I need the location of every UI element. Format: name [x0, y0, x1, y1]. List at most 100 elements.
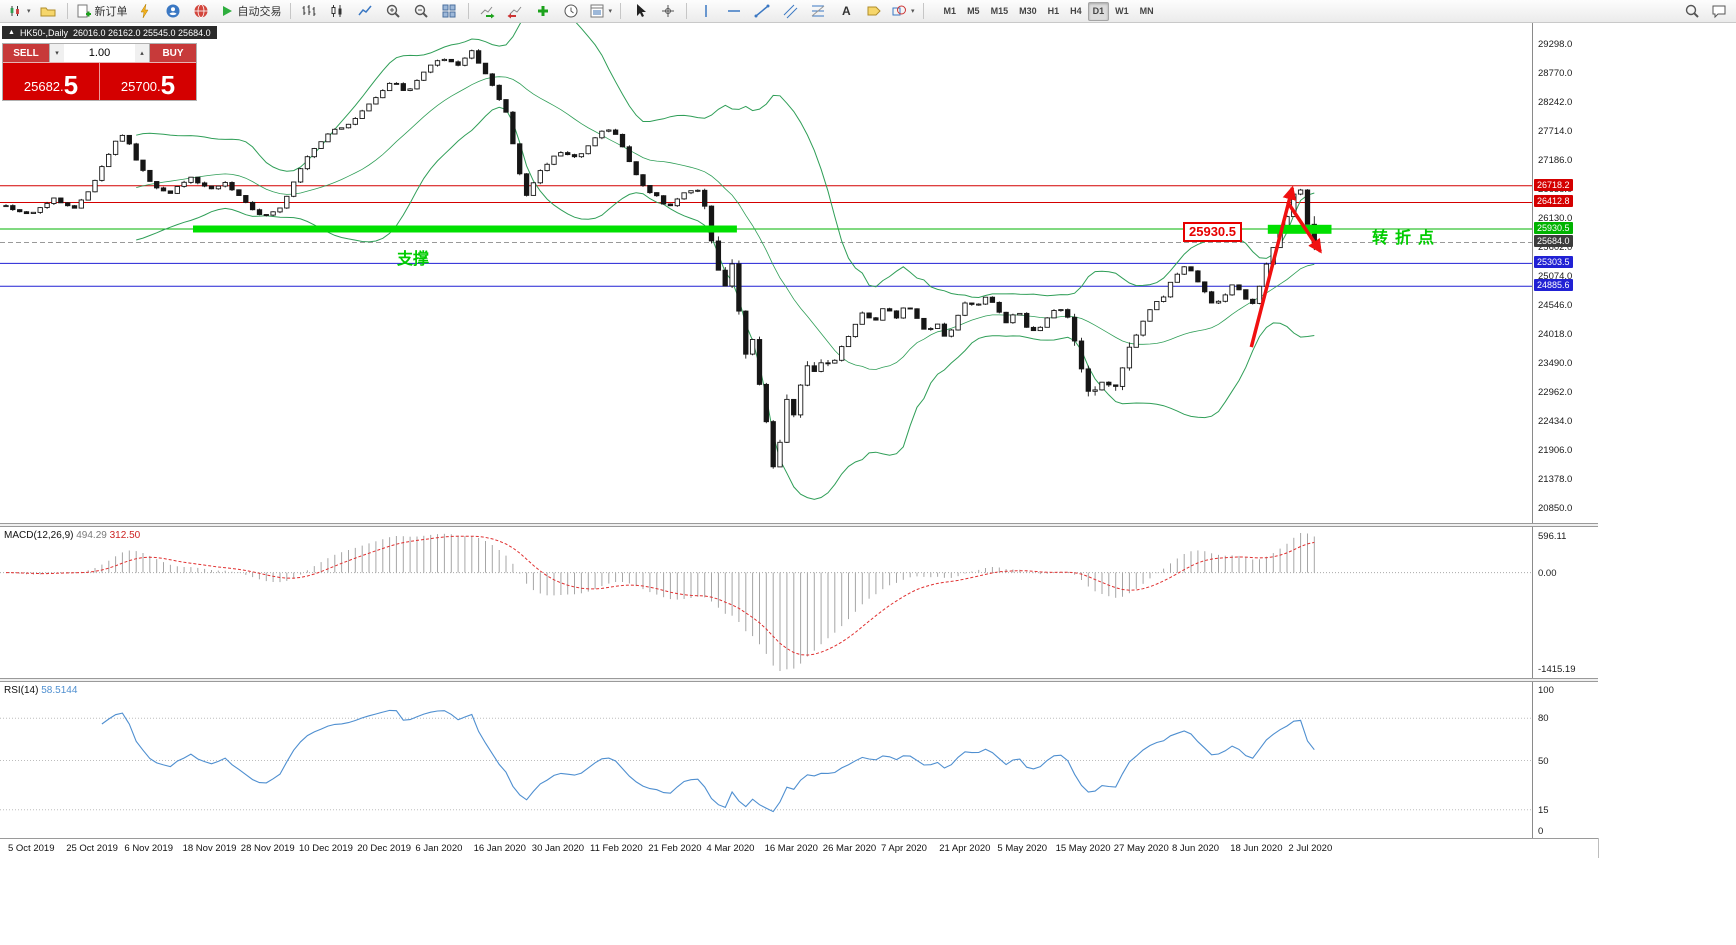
price-axis-label: 25602.0: [1538, 242, 1573, 253]
community-button[interactable]: [160, 2, 187, 21]
date-axis-label: 16 Jan 2020: [473, 843, 526, 854]
price-axis-label: 29298.0: [1538, 39, 1573, 50]
vertical-line-icon: [704, 5, 707, 17]
bollinger-lower-line: [136, 106, 1315, 500]
chevron-down-icon: ▾: [608, 8, 613, 15]
candlestick-chart-icon: [331, 5, 342, 17]
text-tool-button[interactable]: A: [832, 2, 859, 21]
cursor-button[interactable]: [626, 2, 653, 21]
search-button[interactable]: [1678, 2, 1705, 21]
date-axis-label: 6 Jan 2020: [415, 843, 463, 854]
rsi-axis-label: 0: [1538, 826, 1544, 837]
lightning-button[interactable]: [132, 2, 159, 21]
volume-decrease-button[interactable]: ▾: [50, 44, 64, 62]
timeframe-button-H1[interactable]: H1: [1047, 6, 1060, 16]
autotrading-button[interactable]: 自动交易: [216, 2, 285, 21]
add-indicator-icon: [538, 6, 549, 16]
toolbar-separator: [467, 3, 469, 19]
volume-input[interactable]: [64, 44, 135, 62]
auto-scroll-button[interactable]: [474, 2, 501, 21]
timeframe-button-W1[interactable]: W1: [1115, 6, 1129, 16]
chart-shift-icon: [507, 6, 522, 19]
candlestick-mode-button[interactable]: [324, 2, 351, 21]
rsi-axis-label: 15: [1538, 804, 1549, 816]
shapes-tool-button[interactable]: ▾: [888, 2, 918, 21]
rsi-value: 58.5144: [41, 685, 78, 696]
price-axis-label: 24018.0: [1538, 329, 1573, 340]
date-axis-label: 27 May 2020: [1113, 843, 1169, 854]
periods-button[interactable]: [558, 2, 585, 21]
market-button[interactable]: [188, 2, 215, 21]
text-icon: A: [842, 4, 851, 18]
price-tag: 25684.0: [1534, 235, 1573, 248]
crosshair-button[interactable]: [654, 2, 681, 21]
macd-panel-chart[interactable]: [0, 527, 1532, 678]
channel-tool-button[interactable]: [776, 2, 803, 21]
date-axis-label: 6 Nov 2019: [124, 843, 173, 854]
trend-arrow-up[interactable]: [1249, 185, 1297, 348]
date-axis-label: 26 Mar 2020: [822, 843, 877, 854]
rsi-line: [101, 709, 1315, 813]
profiles-button[interactable]: [35, 2, 62, 21]
timeframe-button-MN[interactable]: MN: [1139, 6, 1154, 16]
zoom-out-button[interactable]: [408, 2, 435, 21]
date-axis[interactable]: 5 Oct 2019 25 Oct 2019 6 Nov 2019 18 Nov 20…: [0, 840, 1598, 858]
trend-arrow-down[interactable]: [1286, 201, 1322, 254]
horizontal-line-tool-button[interactable]: [720, 2, 747, 21]
buy-price-panel[interactable]: 25700. 5: [99, 63, 196, 100]
sell-button[interactable]: SELL: [3, 44, 49, 62]
zoom-out-icon: [414, 4, 428, 18]
sell-price-panel[interactable]: 25682. 5: [3, 63, 99, 100]
panel-separator-main-macd[interactable]: [0, 523, 1598, 527]
new-order-button[interactable]: 新订单: [73, 2, 131, 21]
price-axis[interactable]: 29298.028770.028242.027714.027186.026658…: [1532, 23, 1599, 838]
price-axis-label: 28242.0: [1538, 97, 1573, 108]
panel-separator-macd-rsi[interactable]: [0, 678, 1598, 682]
timeframe-button-M1[interactable]: M1: [943, 6, 957, 16]
zoom-in-button[interactable]: [380, 2, 407, 21]
rsi-name: RSI(14): [4, 685, 39, 696]
fibonacci-tool-button[interactable]: [804, 2, 831, 21]
chart-shift-button[interactable]: [502, 2, 529, 21]
price-tag: 26718.2: [1534, 178, 1573, 191]
template-button[interactable]: ▾: [586, 2, 616, 21]
rsi-indicator-label: RSI(14) 58.5144: [4, 685, 77, 696]
support-text-label[interactable]: 支撑: [397, 251, 430, 268]
line-chart-mode-button[interactable]: [352, 2, 379, 21]
chart-title-bar[interactable]: ▲ HK50-,Daily 26016.0 26162.0 25545.0 25…: [2, 26, 217, 39]
tile-windows-button[interactable]: [436, 2, 463, 21]
buy-button[interactable]: BUY: [150, 44, 196, 62]
timeframe-button-M15[interactable]: M15: [990, 6, 1009, 16]
price-level-label-box[interactable]: 25930.5: [1183, 222, 1242, 242]
add-indicator-button[interactable]: [530, 2, 557, 21]
community-icon: [166, 4, 180, 18]
main-price-chart[interactable]: [0, 23, 1532, 523]
price-axis-label: 27186.0: [1538, 155, 1573, 166]
date-axis-label: 28 Nov 2019: [240, 843, 295, 854]
bar-chart-mode-button[interactable]: [296, 2, 323, 21]
date-axis-label: 8 Jun 2020: [1172, 843, 1220, 854]
shapes-icon: [892, 5, 907, 16]
toolbar-separator: [289, 3, 291, 19]
trendline-tool-button[interactable]: [748, 2, 775, 21]
turning-point-text-label[interactable]: 转折点: [1372, 230, 1442, 247]
volume-increase-button[interactable]: ▴: [135, 44, 149, 62]
rsi-axis-label: 80: [1538, 713, 1549, 725]
timeframe-button-D1[interactable]: D1: [1087, 1, 1110, 21]
macd-axis-label: -1415.19: [1538, 664, 1576, 675]
date-axis-label: 10 Dec 2019: [299, 843, 353, 854]
timeframe-button-M5[interactable]: M5: [967, 6, 980, 16]
chart-window-button[interactable]: ▾: [4, 2, 34, 21]
vertical-line-tool-button[interactable]: [692, 2, 719, 21]
auto-scroll-icon: [480, 6, 495, 19]
support-zone-1[interactable]: [193, 225, 737, 233]
chat-button[interactable]: [1705, 2, 1732, 21]
support-zone-2[interactable]: [1267, 224, 1332, 234]
bars-chart-icon: [302, 5, 316, 16]
new-order-label: 新订单: [94, 6, 128, 18]
timeframe-button-H4[interactable]: H4: [1070, 6, 1082, 16]
macd-value: 494.29: [76, 530, 107, 541]
rsi-panel-chart[interactable]: [0, 682, 1532, 838]
timeframe-button-M30[interactable]: M30: [1019, 6, 1037, 16]
label-tool-button[interactable]: [860, 2, 887, 21]
